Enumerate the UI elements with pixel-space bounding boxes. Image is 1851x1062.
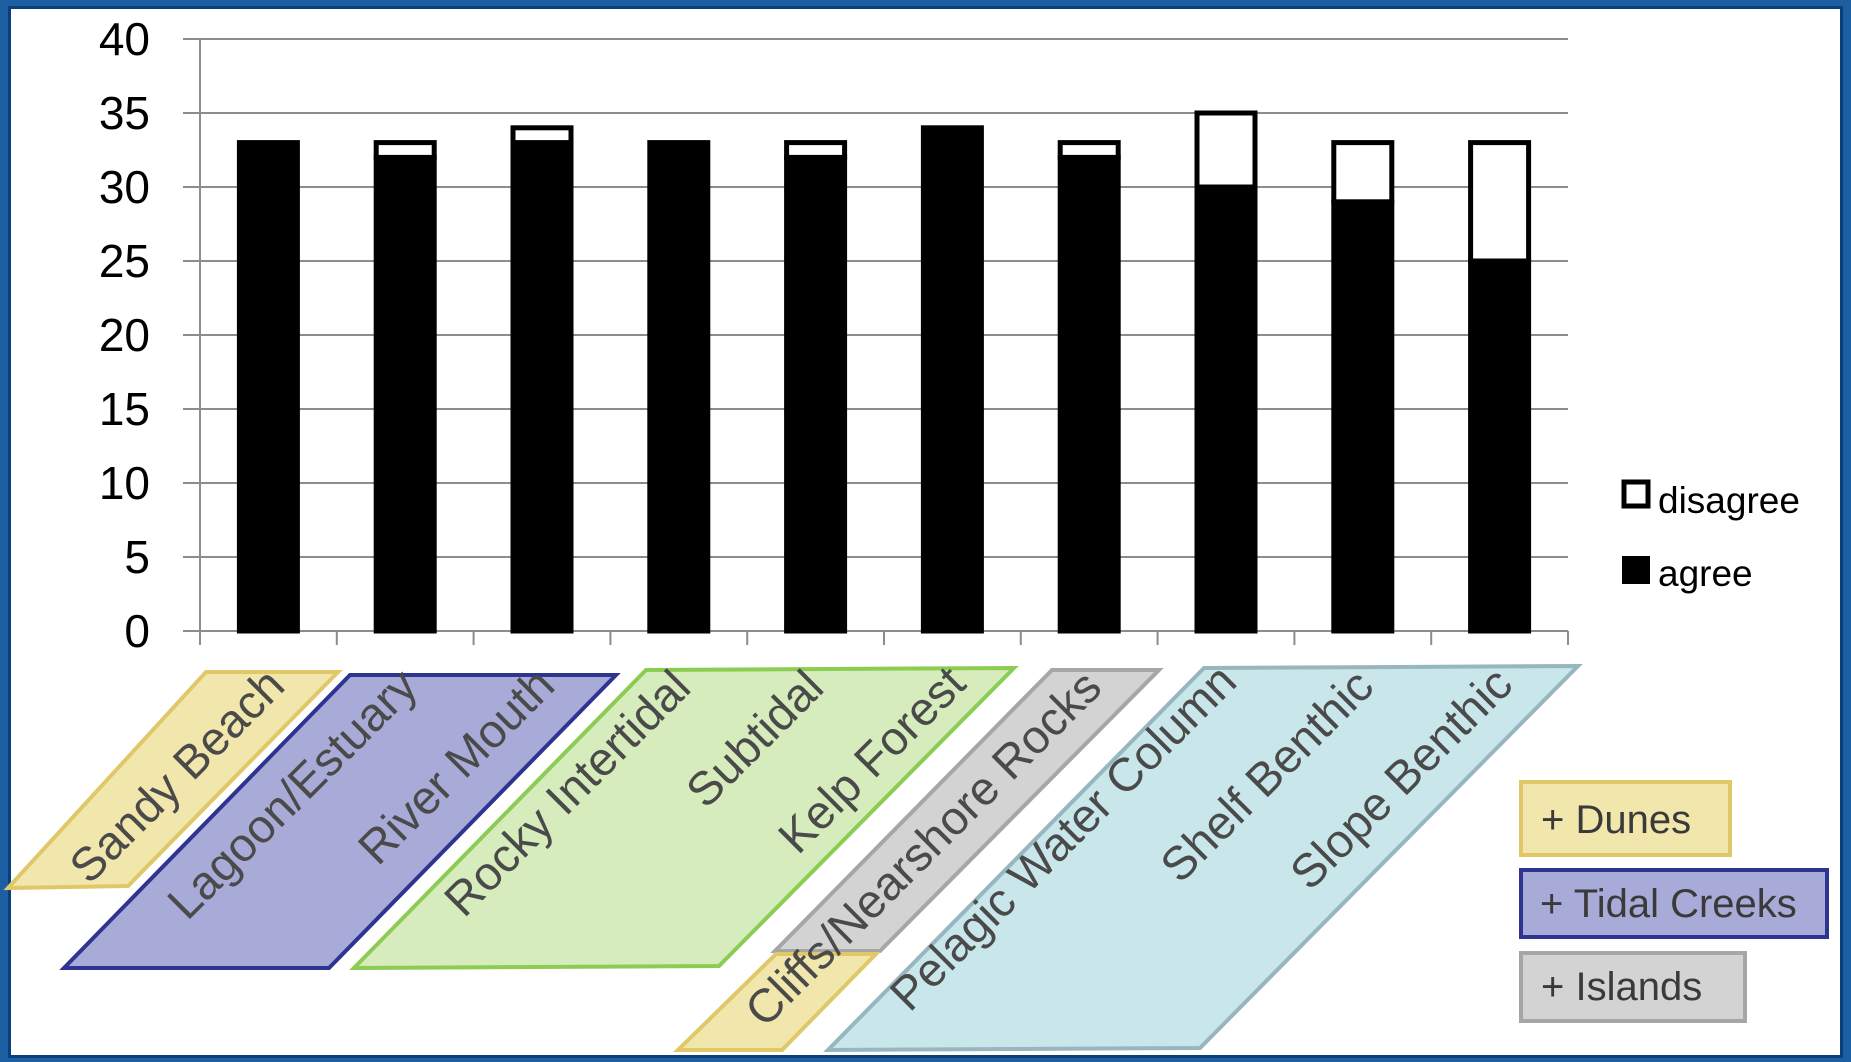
legend-swatch-agree — [1622, 556, 1650, 584]
bar-agree — [1057, 154, 1121, 634]
legend-label-agree: agree — [1658, 553, 1753, 594]
band-cliffs-lower — [673, 952, 881, 1052]
bar-disagree — [1057, 140, 1121, 160]
bar-agree — [1331, 199, 1395, 634]
islands-box — [1519, 951, 1747, 1023]
category-group-bands — [3, 663, 1583, 1053]
y-tick-label: 35 — [99, 87, 150, 139]
islands-box-label: + Islands — [1541, 965, 1702, 1009]
band-cliffs-nearshore — [770, 668, 1164, 953]
y-tick-label: 0 — [124, 605, 150, 657]
habitat-note-boxes: + Dunes + Tidal Creeks + Islands — [1519, 780, 1829, 1023]
y-tick-labels: 0 5 10 15 20 25 30 35 40 — [99, 13, 150, 657]
tidal-creeks-box-label: + Tidal Creeks — [1540, 882, 1797, 926]
legend: disagree agree — [1621, 479, 1800, 594]
band-rocky-kelp — [349, 665, 1019, 971]
bar-agree — [784, 154, 848, 634]
bar-agree — [647, 140, 711, 634]
bar-disagree — [510, 125, 574, 146]
bar-disagree — [1194, 110, 1258, 190]
bar-disagree — [1468, 140, 1532, 264]
y-tick-label: 25 — [99, 235, 150, 287]
bar-agree — [236, 140, 300, 634]
y-tick-label: 10 — [99, 457, 150, 509]
bar-agree — [920, 125, 984, 634]
band-sandy-beach — [3, 670, 343, 891]
tidal-creeks-box — [1519, 868, 1829, 939]
bar-disagree — [784, 140, 848, 160]
y-tick-label: 40 — [99, 13, 150, 65]
band-lagoon-river — [59, 673, 621, 970]
bar-disagree — [1331, 140, 1395, 205]
y-tick-label: 20 — [99, 309, 150, 361]
legend-label-disagree: disagree — [1658, 480, 1800, 521]
bar-agree — [373, 154, 437, 634]
bar-agree — [510, 140, 574, 634]
band-offshore — [823, 663, 1583, 1053]
y-tick-label: 30 — [99, 161, 150, 213]
y-tick-label: 15 — [99, 383, 150, 435]
bar-agree — [1194, 184, 1258, 634]
bar-agree — [1468, 258, 1532, 634]
dunes-box — [1519, 780, 1732, 857]
dunes-box-label: + Dunes — [1541, 798, 1691, 842]
y-tick-label: 5 — [124, 531, 150, 583]
bar-disagree — [373, 140, 437, 160]
axes — [199, 39, 1569, 645]
bars — [236, 110, 1532, 634]
legend-swatch-disagree — [1621, 479, 1651, 509]
